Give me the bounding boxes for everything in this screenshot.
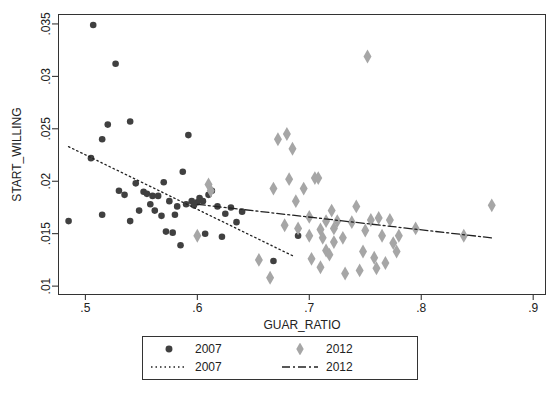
svg-text:.015: .015: [39, 222, 53, 246]
svg-text:.035: .035: [39, 12, 53, 36]
svg-text:GUAR_RATIO: GUAR_RATIO: [263, 318, 340, 332]
svg-text:.01: .01: [39, 277, 53, 294]
html-text:2012: 2012: [326, 342, 353, 356]
svg-text:.03: .03: [39, 68, 53, 85]
html-text:2007: 2007: [195, 360, 222, 374]
svg-text:.5: .5: [80, 301, 90, 315]
svg-text:.02: .02: [39, 173, 53, 190]
svg-text:.6: .6: [192, 301, 202, 315]
html-text:2012: 2012: [326, 360, 353, 374]
svg-text:.025: .025: [39, 117, 53, 141]
html-text:2007: 2007: [195, 342, 222, 356]
svg-text:START_WILLING: START_WILLING: [10, 107, 24, 201]
svg-text:.8: .8: [416, 301, 426, 315]
svg-text:.9: .9: [528, 301, 538, 315]
svg-text:.7: .7: [304, 301, 314, 315]
